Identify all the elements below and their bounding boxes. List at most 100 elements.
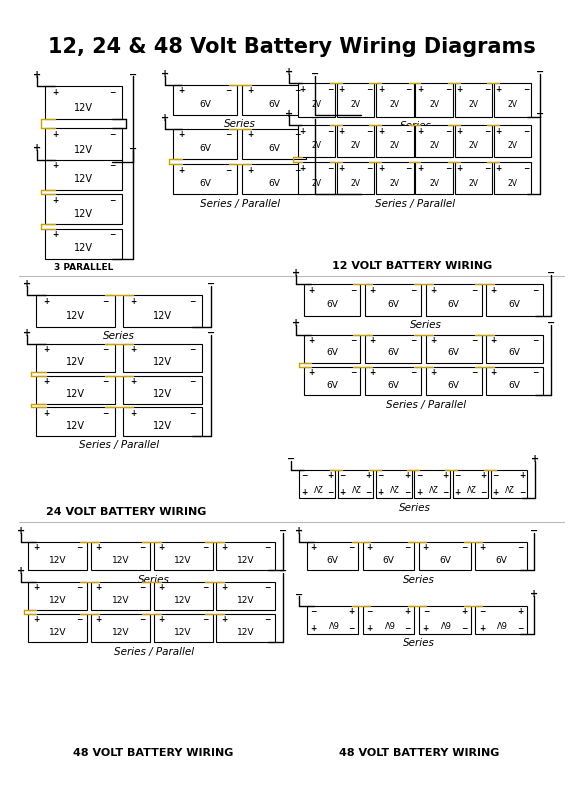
Text: −: − — [461, 624, 467, 633]
Text: +: + — [308, 336, 315, 345]
Text: 2V: 2V — [389, 482, 399, 491]
Text: 6V: 6V — [383, 556, 395, 565]
Text: −: − — [547, 268, 555, 278]
Text: 2V: 2V — [311, 142, 321, 150]
Text: Series / Parallel: Series / Parallel — [385, 400, 466, 410]
Text: +: + — [221, 615, 227, 624]
Text: −: − — [294, 130, 301, 139]
Text: 12V: 12V — [237, 628, 255, 637]
Bar — [45, 160, 122, 190]
Text: −: − — [287, 454, 295, 464]
Text: −: − — [471, 286, 478, 295]
Text: −: − — [411, 336, 417, 345]
Text: −: − — [405, 164, 412, 174]
Bar — [242, 85, 306, 115]
Text: Series / Parallel: Series / Parallel — [79, 440, 159, 450]
Text: 6V: 6V — [509, 348, 520, 358]
Text: −: − — [139, 543, 145, 552]
Bar — [123, 344, 202, 372]
Text: 2V: 2V — [427, 482, 437, 491]
Text: −: − — [532, 336, 538, 345]
Text: +: + — [33, 70, 41, 80]
Text: −: − — [201, 615, 208, 624]
Text: +: + — [496, 164, 502, 174]
Text: 12V: 12V — [74, 243, 93, 254]
Text: −: − — [77, 615, 83, 624]
Text: −: − — [350, 368, 356, 378]
Text: +: + — [248, 166, 254, 175]
Text: 2V: 2V — [350, 482, 360, 491]
Text: +: + — [430, 336, 436, 345]
Text: −: − — [411, 368, 417, 378]
Text: Series: Series — [138, 574, 169, 585]
Bar — [415, 125, 453, 157]
Text: Series: Series — [410, 320, 442, 330]
Bar — [415, 470, 450, 498]
Text: 12V: 12V — [153, 421, 172, 430]
Bar — [376, 470, 412, 498]
Text: +: + — [457, 164, 463, 174]
Text: +: + — [479, 624, 485, 633]
Text: +: + — [519, 471, 525, 480]
Text: +: + — [493, 488, 499, 497]
Bar — [28, 582, 87, 610]
Text: −: − — [484, 164, 491, 174]
Bar — [494, 162, 531, 194]
Text: −: − — [339, 471, 346, 480]
Text: 2 PARALLEL: 2 PARALLEL — [54, 166, 113, 174]
Bar — [45, 128, 122, 162]
Bar — [45, 86, 122, 119]
Text: +: + — [33, 143, 41, 154]
Text: +: + — [158, 615, 164, 624]
Text: +: + — [221, 583, 227, 593]
Text: 2V: 2V — [429, 178, 439, 188]
Text: 6V: 6V — [326, 348, 338, 358]
Text: −: − — [102, 345, 108, 354]
Text: +: + — [43, 297, 49, 306]
Bar — [415, 162, 453, 194]
Text: 6V: 6V — [439, 556, 451, 565]
Bar — [28, 614, 87, 642]
Text: 6V: 6V — [387, 381, 399, 390]
Text: +: + — [52, 230, 58, 239]
Text: −: − — [523, 86, 530, 94]
Text: +: + — [308, 368, 315, 378]
Text: −: − — [129, 70, 137, 80]
Text: −: − — [350, 286, 356, 295]
Text: −: − — [265, 583, 271, 593]
Bar — [455, 125, 492, 157]
Text: +: + — [178, 130, 185, 139]
Text: +: + — [178, 166, 185, 175]
Text: +: + — [517, 607, 523, 616]
Text: 12V: 12V — [174, 628, 192, 637]
Text: Series / Parallel: Series / Parallel — [113, 646, 194, 657]
Text: +: + — [430, 368, 436, 378]
Text: 2V: 2V — [312, 482, 322, 491]
Text: −: − — [532, 368, 538, 378]
Bar — [91, 614, 150, 642]
Text: +: + — [291, 318, 300, 328]
Bar — [45, 229, 122, 259]
Text: 2V: 2V — [390, 100, 400, 110]
Text: +: + — [311, 624, 317, 633]
Text: +: + — [130, 345, 136, 354]
Text: −: − — [523, 127, 530, 136]
Text: +: + — [369, 286, 376, 295]
Text: −: − — [327, 488, 333, 497]
Text: 12V: 12V — [153, 311, 172, 321]
Text: +: + — [158, 543, 164, 552]
Text: 12V: 12V — [237, 596, 255, 605]
Bar — [363, 542, 415, 570]
Text: +: + — [339, 164, 345, 174]
Bar — [298, 162, 335, 194]
Bar — [491, 470, 527, 498]
Text: +: + — [405, 607, 411, 616]
Bar — [173, 164, 237, 194]
Text: −: − — [311, 113, 319, 122]
Text: Series: Series — [224, 119, 256, 129]
Text: −: − — [225, 130, 232, 139]
Text: −: − — [481, 488, 487, 497]
Text: +: + — [291, 268, 300, 278]
Text: −: − — [129, 143, 137, 154]
Text: −: − — [201, 543, 208, 552]
